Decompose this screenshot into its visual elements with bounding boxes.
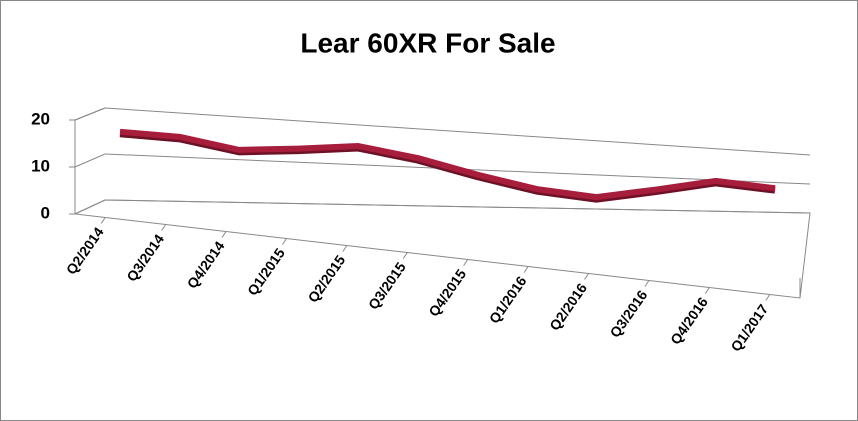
x-tick [342, 245, 348, 252]
y-tick-label: 0 [41, 203, 50, 222]
line-series [119, 128, 776, 201]
y-tick-label: 20 [31, 109, 50, 128]
x-tick [644, 280, 650, 287]
side-grid-line [74, 153, 106, 168]
x-tick [161, 224, 167, 231]
x-tick [402, 252, 408, 259]
grid-line [104, 199, 811, 214]
x-tick [282, 238, 287, 245]
chart-title: Lear 60XR For Sale [300, 27, 555, 58]
x-tick [704, 287, 710, 294]
x-tick [221, 231, 227, 238]
x-tick [584, 273, 589, 280]
x-tick [765, 294, 771, 301]
x-tick [523, 266, 529, 273]
side-grid-line [74, 199, 106, 215]
y-tick-label: 10 [31, 156, 50, 175]
grid-line [104, 107, 811, 156]
x-tick [463, 259, 469, 266]
x-tick [100, 217, 106, 224]
side-grid-line [74, 107, 106, 121]
